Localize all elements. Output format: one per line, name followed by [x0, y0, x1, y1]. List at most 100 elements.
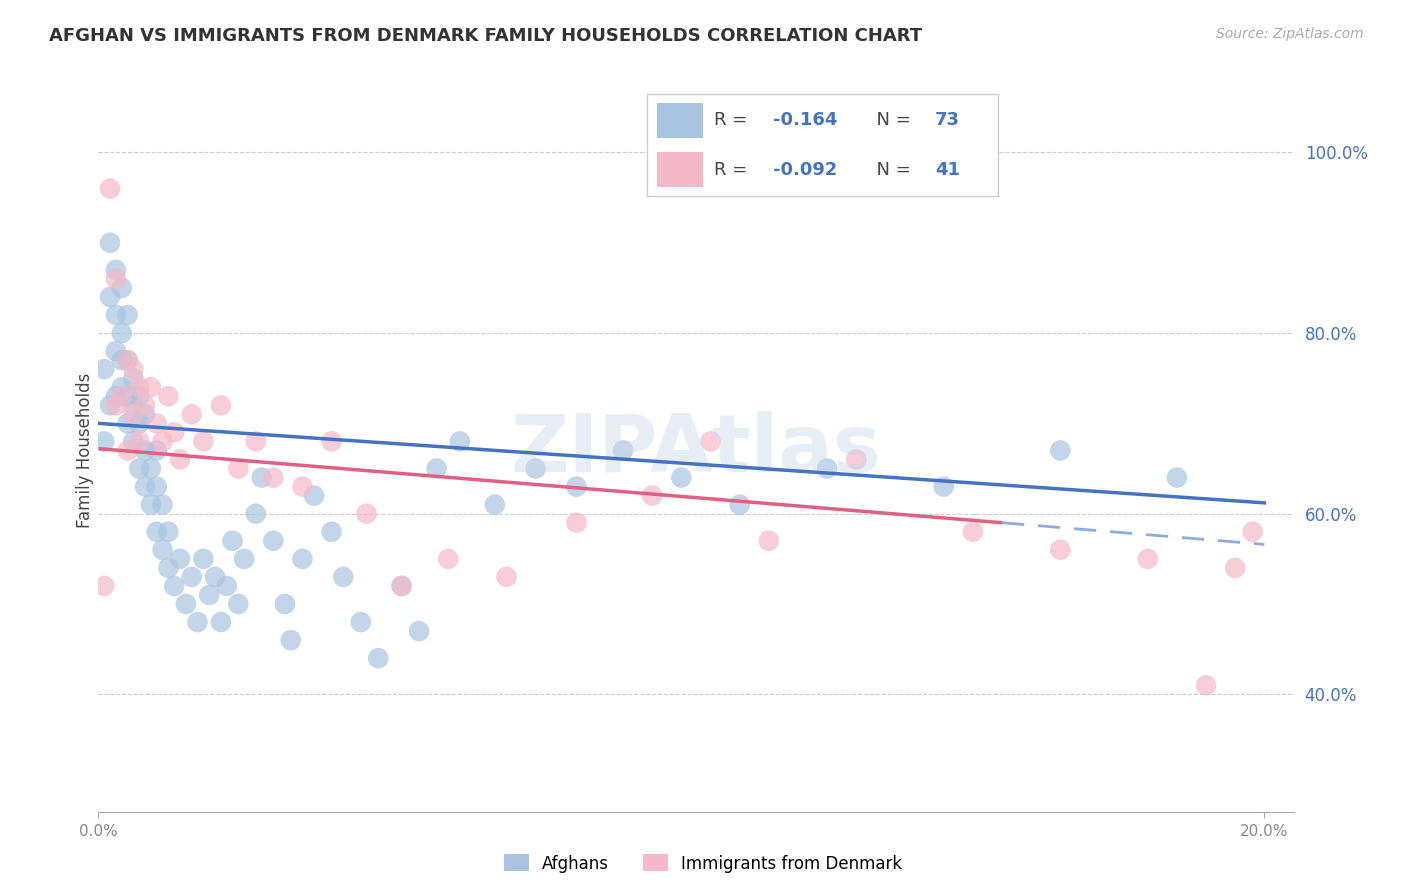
Point	[157, 389, 180, 403]
Point	[111, 281, 134, 295]
Point	[111, 353, 134, 368]
Point	[262, 533, 284, 548]
Point	[152, 434, 174, 449]
Point	[233, 551, 256, 566]
Text: 73: 73	[935, 112, 960, 129]
Point	[117, 353, 139, 368]
Point	[699, 434, 721, 449]
Point	[815, 461, 838, 475]
Point	[1166, 470, 1188, 484]
Point	[565, 516, 588, 530]
Point	[291, 480, 314, 494]
Point	[1195, 678, 1218, 692]
Point	[122, 362, 145, 376]
Point	[104, 262, 127, 277]
Text: -0.092: -0.092	[773, 161, 838, 178]
Point	[145, 417, 167, 431]
Point	[209, 615, 232, 629]
Point	[139, 380, 162, 394]
Point	[152, 498, 174, 512]
Point	[209, 398, 232, 412]
Point	[215, 579, 238, 593]
Point	[262, 470, 284, 484]
Point	[728, 498, 751, 512]
Point	[139, 498, 162, 512]
Point	[1225, 561, 1247, 575]
Point	[932, 480, 955, 494]
Point	[193, 551, 215, 566]
Point	[145, 524, 167, 539]
Point	[350, 615, 373, 629]
Point	[962, 524, 984, 539]
Legend: Afghans, Immigrants from Denmark: Afghans, Immigrants from Denmark	[498, 847, 908, 880]
Point	[104, 308, 127, 322]
Text: Source: ZipAtlas.com: Source: ZipAtlas.com	[1216, 27, 1364, 41]
Point	[274, 597, 297, 611]
Point	[641, 489, 664, 503]
Point	[228, 597, 250, 611]
Point	[139, 461, 162, 475]
Point	[157, 524, 180, 539]
Point	[117, 353, 139, 368]
Text: R =: R =	[713, 161, 752, 178]
Point	[245, 507, 267, 521]
Point	[104, 344, 127, 359]
Point	[228, 461, 250, 475]
Point	[98, 235, 121, 250]
Point	[98, 398, 121, 412]
Point	[391, 579, 413, 593]
Point	[104, 398, 127, 412]
Point	[484, 498, 506, 512]
Point	[245, 434, 267, 449]
Point	[391, 579, 413, 593]
Point	[152, 542, 174, 557]
Point	[111, 389, 134, 403]
Point	[321, 524, 343, 539]
Point	[128, 461, 150, 475]
Point	[111, 326, 134, 340]
Point	[280, 633, 302, 648]
Point	[98, 181, 121, 195]
Point	[93, 579, 115, 593]
Point	[122, 407, 145, 422]
Point	[449, 434, 471, 449]
Text: ZIPAtlas: ZIPAtlas	[510, 411, 882, 490]
Point	[174, 597, 197, 611]
Point	[163, 425, 186, 440]
Point	[128, 417, 150, 431]
Point	[612, 443, 634, 458]
Point	[671, 470, 693, 484]
Point	[356, 507, 378, 521]
Point	[495, 570, 517, 584]
Point	[117, 389, 139, 403]
Bar	[657, 103, 703, 137]
Point	[221, 533, 243, 548]
Text: R =: R =	[713, 112, 758, 129]
Point	[180, 570, 202, 584]
Text: -0.164: -0.164	[773, 112, 838, 129]
Point	[332, 570, 354, 584]
Point	[98, 290, 121, 304]
Point	[321, 434, 343, 449]
Point	[367, 651, 389, 665]
Y-axis label: Family Households: Family Households	[76, 373, 94, 528]
Text: N =: N =	[865, 161, 917, 178]
Point	[122, 371, 145, 385]
Point	[204, 570, 226, 584]
Point	[128, 434, 150, 449]
Point	[122, 398, 145, 412]
Point	[193, 434, 215, 449]
Point	[758, 533, 780, 548]
Point	[180, 407, 202, 422]
Point	[1241, 524, 1264, 539]
Point	[291, 551, 314, 566]
Point	[437, 551, 460, 566]
Point	[117, 417, 139, 431]
Point	[93, 362, 115, 376]
Point	[104, 272, 127, 286]
Text: N =: N =	[865, 112, 917, 129]
Point	[186, 615, 208, 629]
Point	[302, 489, 325, 503]
Point	[157, 561, 180, 575]
Point	[250, 470, 273, 484]
